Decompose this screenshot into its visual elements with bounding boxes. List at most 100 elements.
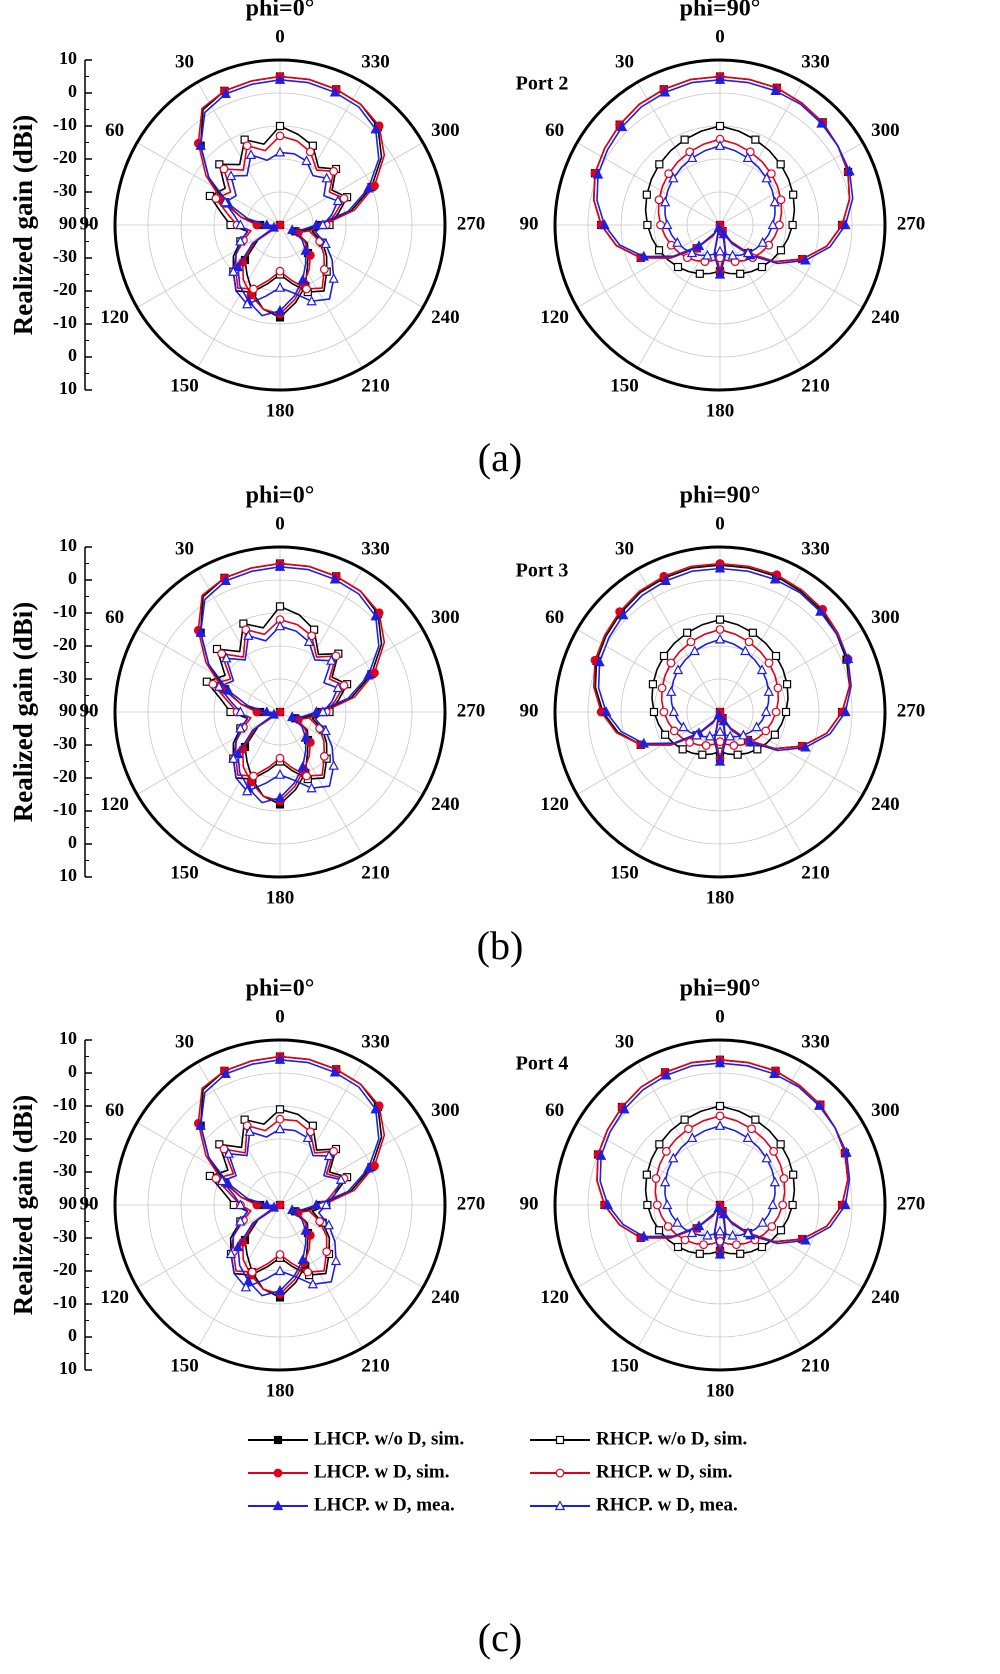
data-point — [274, 1123, 286, 1134]
angle-tick-label: 120 — [540, 794, 569, 815]
angle-tick-label: 180 — [706, 887, 735, 908]
data-point — [661, 730, 670, 739]
data-point — [761, 726, 771, 736]
data-point — [761, 1152, 772, 1163]
data-point — [322, 1247, 332, 1257]
data-point — [275, 1250, 285, 1259]
legend-marker — [273, 1435, 283, 1445]
y-tick-label: 0 — [68, 345, 77, 365]
grid-spoke — [136, 1122, 281, 1206]
angle-tick-label: 330 — [801, 1031, 830, 1052]
legend-label: LHCP. w/o D, sim. — [314, 1428, 464, 1449]
series-6 — [659, 140, 781, 260]
y-tick-label: -20 — [53, 766, 77, 786]
data-point — [275, 602, 285, 611]
angle-tick-label: 90 — [520, 700, 539, 721]
series-3 — [193, 72, 386, 319]
data-point — [213, 680, 225, 691]
series-6 — [216, 1123, 347, 1292]
data-point — [757, 236, 768, 247]
data-point — [672, 1216, 683, 1227]
series-line — [199, 75, 383, 319]
data-point — [302, 284, 311, 294]
series-1 — [590, 72, 853, 276]
y-tick-label: -10 — [53, 601, 77, 621]
data-point — [714, 562, 726, 573]
y-tick-label: -20 — [53, 634, 77, 654]
data-point — [241, 298, 253, 309]
angle-tick-label: 300 — [431, 1100, 460, 1121]
angle-tick-label: 60 — [545, 120, 564, 141]
data-point — [211, 1174, 221, 1183]
data-point — [767, 1222, 777, 1231]
data-point — [736, 269, 745, 278]
series-line — [199, 1055, 383, 1299]
outer-circle — [553, 58, 887, 392]
data-point — [275, 1114, 285, 1124]
data-point — [323, 1150, 335, 1161]
grid-spoke — [719, 224, 864, 308]
data-point — [235, 219, 246, 230]
grid-spoke — [576, 711, 721, 795]
data-point — [718, 1208, 729, 1219]
series-5 — [195, 561, 381, 804]
angle-tick-label: 240 — [871, 1287, 900, 1308]
y-tick-label: -20 — [53, 1127, 77, 1147]
data-point — [242, 141, 252, 151]
angle-tick-label: 270 — [457, 1193, 486, 1214]
data-point — [770, 85, 781, 95]
data-point — [274, 792, 286, 802]
data-point — [840, 219, 851, 230]
grid-spoke — [637, 711, 721, 856]
y-tick-label: 90 — [59, 1193, 77, 1213]
chart-title: phi=90° — [680, 0, 761, 22]
data-point — [686, 247, 698, 258]
data-point — [228, 752, 239, 763]
grid-spoke — [197, 224, 281, 369]
data-point — [715, 121, 725, 131]
y-tick-label: -20 — [53, 147, 77, 167]
angle-tick-label: 210 — [361, 375, 390, 396]
grid-spoke — [136, 142, 281, 226]
data-point — [319, 264, 329, 274]
angle-tick-label: 60 — [545, 1100, 564, 1121]
angle-tick-label: 0 — [715, 26, 725, 47]
grid-spoke — [719, 629, 864, 713]
figure-caption: (a) — [478, 435, 522, 480]
y-tick-label: 10 — [59, 48, 77, 68]
data-point — [274, 74, 286, 84]
angle-tick-label: 270 — [897, 213, 926, 234]
data-point — [195, 139, 206, 150]
angle-tick-label: 300 — [431, 607, 460, 628]
data-point — [714, 74, 726, 84]
data-point — [370, 181, 379, 191]
series-5 — [594, 562, 854, 766]
y-axis-label: Realized gain (dBi) — [8, 602, 38, 823]
data-point — [328, 272, 339, 283]
series-line — [199, 79, 380, 317]
data-point — [306, 295, 317, 306]
legend-item: RHCP. w/o D, sim. — [530, 1428, 747, 1449]
series-3 — [593, 1055, 850, 1256]
data-point — [219, 1144, 229, 1154]
figure-caption: (b) — [477, 923, 524, 968]
angle-tick-label: 210 — [801, 862, 830, 883]
data-point — [680, 1235, 690, 1245]
angle-tick-label: 210 — [801, 1355, 830, 1376]
data-point — [275, 1200, 285, 1210]
data-point — [297, 274, 308, 284]
data-point — [702, 249, 713, 260]
data-point — [776, 1226, 786, 1235]
grid-spoke — [719, 711, 803, 856]
data-point — [715, 625, 725, 634]
data-point — [274, 281, 286, 292]
data-point — [742, 152, 753, 163]
y-tick-label: 90 — [59, 213, 77, 233]
data-point — [659, 651, 669, 661]
data-point — [195, 1119, 206, 1130]
y-tick-label: 0 — [68, 1325, 77, 1345]
angle-tick-label: 90 — [80, 213, 99, 234]
data-point — [742, 247, 754, 258]
data-point — [244, 1126, 255, 1136]
